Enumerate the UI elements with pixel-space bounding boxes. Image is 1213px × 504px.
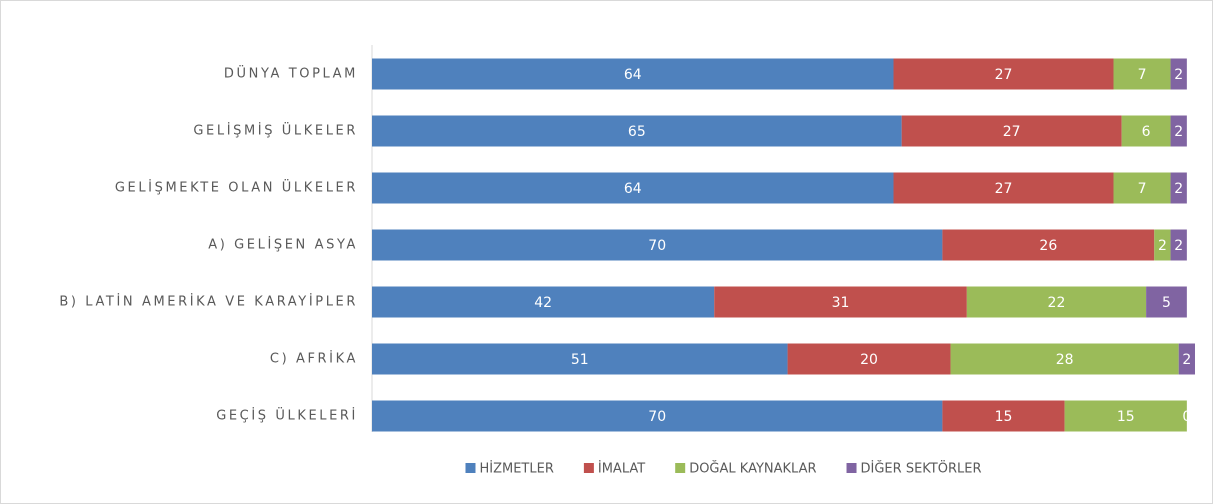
data-label: 20 [860, 352, 878, 368]
legend-swatch [675, 463, 686, 473]
category-label: GEÇİŞ ÜLKELERİ [216, 407, 358, 424]
bar-segment [787, 343, 951, 375]
data-label: 7 [1138, 181, 1147, 197]
data-label: 51 [571, 352, 589, 368]
bar-segment [1113, 172, 1171, 204]
data-label: 27 [995, 67, 1013, 83]
bar-segment [372, 400, 943, 432]
bar-segment [1170, 229, 1187, 261]
category-label: C) AFRİKA [270, 351, 358, 367]
bar-segment [901, 115, 1122, 147]
data-label: 64 [624, 67, 642, 83]
bar-segment [1146, 286, 1187, 318]
bar-segment [372, 343, 788, 375]
bar-segment [372, 172, 894, 204]
data-label: 15 [995, 409, 1013, 425]
data-label: 5 [1162, 295, 1171, 311]
data-label: 2 [1174, 67, 1183, 83]
bar-segment [1154, 229, 1171, 261]
data-label: 2 [1174, 181, 1183, 197]
legend-label: HİZMETLER [479, 461, 553, 477]
bar-segment [1064, 400, 1187, 432]
bar-segment [893, 58, 1114, 90]
bar-segment [372, 286, 715, 318]
data-label: 65 [628, 124, 646, 140]
bar-segment [1178, 343, 1195, 375]
category-label: DÜNYA TOPLAM [224, 65, 358, 82]
data-label: 28 [1056, 352, 1074, 368]
data-label: 31 [832, 295, 850, 311]
category-label: GELİŞMEKTE OLAN ÜLKELER [115, 179, 358, 196]
bar-segment [1121, 115, 1171, 147]
bar-segment [893, 172, 1114, 204]
bar-segment [942, 400, 1065, 432]
bar-segment [1170, 115, 1187, 147]
data-label: 27 [995, 181, 1013, 197]
bar-segment [372, 229, 943, 261]
data-label: 64 [624, 181, 642, 197]
bar-segment [372, 58, 894, 90]
legend-swatch [465, 463, 476, 473]
legend-label: İMALAT [598, 461, 645, 477]
legend-swatch [846, 463, 857, 473]
data-label: 6 [1142, 124, 1151, 140]
bar-segment [942, 229, 1155, 261]
category-label: B) LATİN AMERİKA VE KARAYİPLER [59, 294, 358, 310]
data-label: 7 [1138, 67, 1147, 83]
data-label: 26 [1039, 238, 1057, 254]
data-label: 15 [1117, 409, 1135, 425]
bar-segment [1170, 172, 1187, 204]
data-label: 70 [648, 409, 666, 425]
data-label: 42 [534, 295, 552, 311]
data-label: 2 [1174, 124, 1183, 140]
data-label: 70 [648, 238, 666, 254]
bar-segment [966, 286, 1147, 318]
data-label: 22 [1048, 295, 1066, 311]
data-label: 2 [1182, 352, 1191, 368]
legend-label: DOĞAL KAYNAKLAR [689, 461, 816, 477]
category-label: A) GELİŞEN ASYA [208, 237, 358, 253]
category-label: GELİŞMİŞ ÜLKELER [193, 122, 358, 139]
bar-segment [950, 343, 1179, 375]
data-label: 2 [1158, 238, 1167, 254]
data-label: 0 [1182, 409, 1191, 425]
bar-segment [714, 286, 967, 318]
data-label: 27 [1003, 124, 1021, 140]
data-label: 2 [1174, 238, 1183, 254]
legend-label: DİĞER SEKTÖRLER [861, 460, 982, 477]
bar-segment [1170, 58, 1187, 90]
bar-segment [1113, 58, 1171, 90]
bar-segment [372, 115, 902, 147]
legend-swatch [583, 463, 594, 473]
